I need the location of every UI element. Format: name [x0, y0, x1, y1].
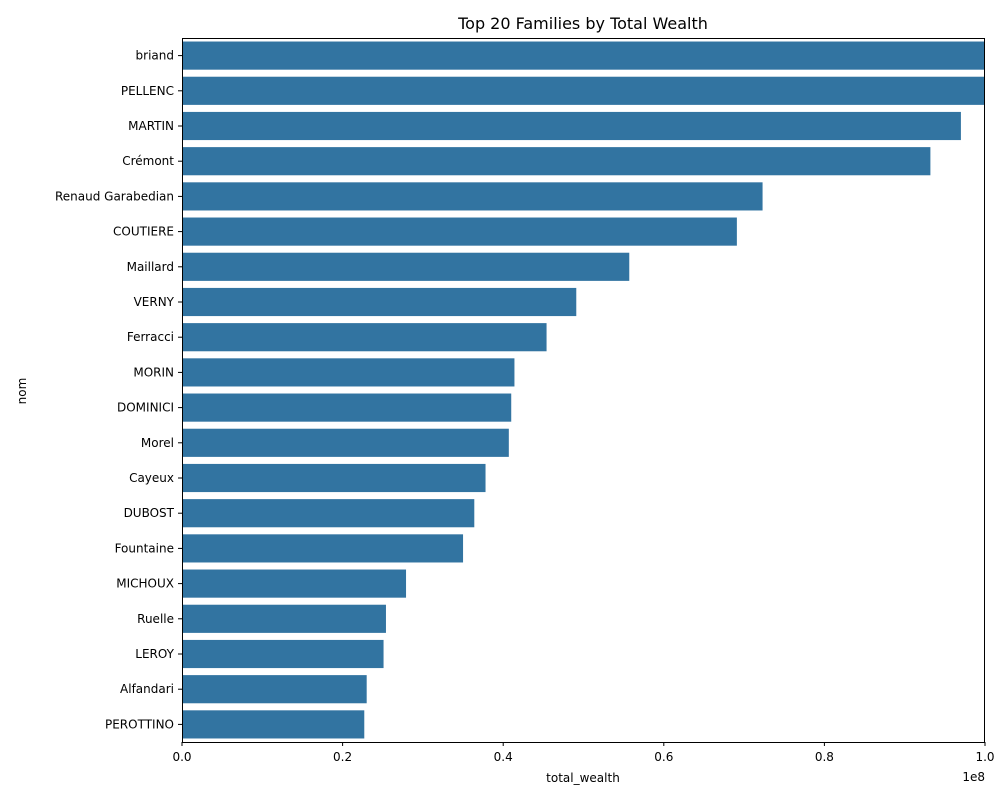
bars-group — [182, 41, 985, 739]
x-tick-label: 0.4 — [494, 750, 513, 764]
bar — [182, 604, 386, 633]
y-tick-label: PEROTTINO — [105, 717, 174, 731]
y-axis: briand PELLENC MARTIN Crémont Renaud Garabed… — [55, 49, 182, 731]
y-tick-label: Alfandari — [120, 682, 174, 696]
bar — [182, 499, 475, 528]
bar — [182, 675, 367, 704]
x-tick-label: 0.8 — [815, 750, 834, 764]
bar — [182, 287, 577, 317]
bar — [182, 111, 961, 141]
bar — [182, 463, 486, 493]
x-tick-label: 0.0 — [172, 750, 191, 764]
x-axis: 0.0 0.2 0.4 0.6 0.8 1.0 — [172, 742, 995, 764]
y-tick-label: Morel — [141, 436, 174, 450]
plot-frame — [182, 38, 985, 743]
x-axis-label: total_wealth — [546, 771, 620, 785]
y-tick-label: LEROY — [135, 647, 174, 661]
bar — [182, 182, 763, 211]
bar — [182, 252, 630, 281]
bar — [182, 710, 365, 739]
bar — [182, 393, 512, 422]
bar — [182, 76, 985, 105]
x-scale-label: 1e8 — [962, 770, 985, 784]
y-tick-label: COUTIERE — [113, 225, 174, 239]
y-tick-label: Maillard — [127, 260, 174, 274]
y-tick-label: Cayeux — [129, 471, 174, 485]
y-tick-label: briand — [136, 49, 174, 63]
bar — [182, 217, 737, 246]
y-tick-label: Ruelle — [137, 612, 174, 626]
y-tick-label: Crémont — [122, 154, 174, 168]
chart-title: Top 20 Families by Total Wealth — [457, 14, 708, 33]
bar — [182, 534, 464, 563]
bar — [182, 147, 931, 176]
bar — [182, 569, 407, 598]
bar — [182, 41, 985, 70]
y-tick-label: Ferracci — [127, 330, 174, 344]
y-tick-label: DUBOST — [124, 506, 175, 520]
bar — [182, 428, 509, 457]
y-tick-label: PELLENC — [121, 84, 174, 98]
y-tick-label: MARTIN — [128, 119, 174, 133]
bar — [182, 639, 384, 669]
x-tick-label: 0.6 — [654, 750, 673, 764]
x-tick-label: 1.0 — [975, 750, 994, 764]
y-tick-label: MORIN — [133, 365, 174, 379]
y-tick-label: DOMINICI — [117, 401, 174, 415]
y-axis-label: nom — [15, 378, 29, 405]
bar — [182, 358, 515, 387]
y-tick-label: MICHOUX — [116, 577, 174, 591]
y-tick-label: VERNY — [134, 295, 175, 309]
y-tick-label: Renaud Garabedian — [55, 189, 174, 203]
bar — [182, 323, 547, 352]
x-tick-label: 0.2 — [333, 750, 352, 764]
y-tick-label: Fountaine — [115, 541, 174, 555]
